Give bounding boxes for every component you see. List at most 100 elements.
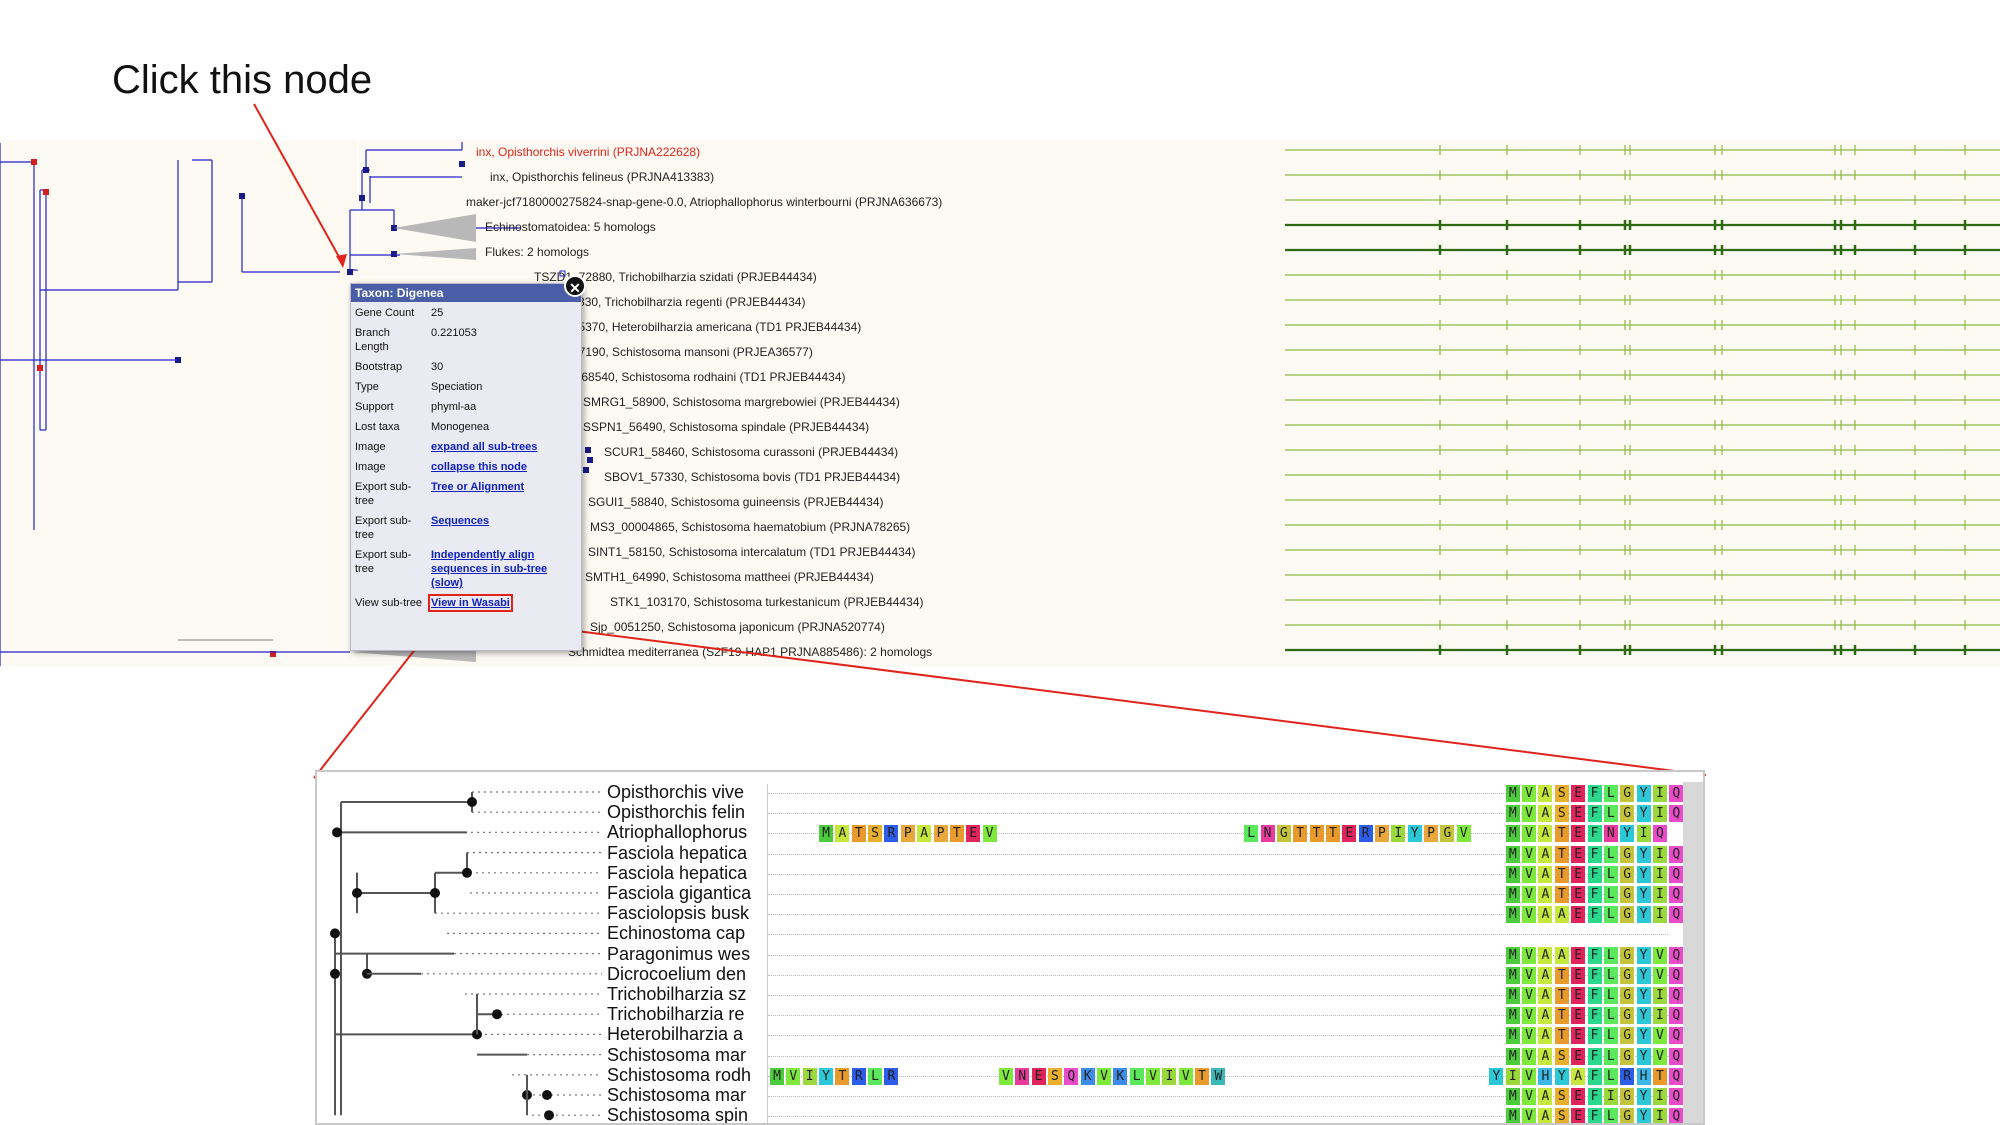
wasabi-taxon-name[interactable]: Heterobilharzia a [607,1024,744,1045]
tree-leaf-label[interactable]: Sjp_0051250, Schistosoma japonicum (PRJN… [590,620,885,634]
tree-leaf-label[interactable]: STK1_103170, Schistosoma turkestanicum (… [610,595,924,609]
tree-leaf-label[interactable]: inx, Opisthorchis viverrini (PRJNA222628… [476,145,701,159]
wasabi-residue: E [1571,845,1586,863]
tree-leaf-label[interactable]: MS3_00004865, Schistosoma haematobium (P… [590,520,911,534]
wasabi-residue: V [1522,946,1537,964]
wasabi-taxon-name[interactable]: Fasciolopsis busk [607,903,750,924]
wasabi-residue: F [1587,845,1602,863]
popup-row-label: Lost taxa [355,421,400,433]
wasabi-gap-row [768,833,1668,835]
tree-leaf-label[interactable]: SINT1_58150, Schistosoma intercalatum (T… [588,545,916,559]
popup-link[interactable]: expand all sub-trees [431,441,538,453]
close-icon[interactable]: ✕ [564,275,586,297]
collapsed-clade-label[interactable]: Echinostomatoidea: 5 homologs [485,220,656,234]
wasabi-residue: G [1620,845,1635,863]
tree-leaf-label[interactable]: inx, Opisthorchis felineus (PRJNA413383) [490,170,715,184]
wasabi-taxon-name[interactable]: Schistosoma mar [607,1044,747,1065]
wasabi-taxon-name[interactable]: Trichobilharzia re [607,1004,745,1025]
wasabi-residue: N [1015,1067,1030,1085]
tree-leaf-label[interactable]: SRDH1_68540, Schistosoma rodhaini (TD1 P… [534,370,846,384]
wasabi-residue: V [998,1067,1013,1085]
wasabi-taxon-name[interactable]: Fasciola hepatica [607,862,748,883]
wasabi-residue: M [1505,805,1520,823]
popup-link[interactable]: Independently align sequences in sub-tre… [431,549,548,589]
wasabi-residue: Y [1636,1007,1651,1025]
wasabi-residue: V [1522,845,1537,863]
wasabi-residue: E [1571,1007,1586,1025]
tree-node [583,467,589,473]
wasabi-residue: Q [1064,1067,1079,1085]
wasabi-residue: Y [1636,966,1651,984]
wasabi-residue: L [1603,805,1618,823]
wasabi-residue: I [1652,845,1667,863]
wasabi-residue: M [819,825,834,843]
wasabi-scrollbar[interactable] [1683,782,1703,1123]
wasabi-residue: V [1522,1007,1537,1025]
popup-link[interactable]: Sequences [431,515,490,527]
wasabi-node [472,1029,482,1040]
popup-link[interactable]: collapse this node [431,461,527,473]
wasabi-taxon-name[interactable]: Fasciola gigantica [607,883,752,903]
wasabi-residue: V [1522,906,1537,924]
wasabi-taxon-name[interactable]: Schistosoma rodh [607,1064,752,1085]
wasabi-residue: V [1522,865,1537,883]
tree-leaf-label[interactable]: SMRG1_58900, Schistosoma margrebowiei (P… [583,395,900,409]
wasabi-taxon-name[interactable]: Schistosoma spin [607,1105,749,1125]
popup-row-value: expand all sub-trees [431,440,577,454]
wasabi-residue: E [1571,886,1586,903]
wasabi-taxon-name[interactable]: Trichobilharzia sz [607,984,747,1004]
wasabi-residue: S [1554,1088,1569,1105]
wasabi-residue: E [1571,1108,1586,1123]
wasabi-gap-row [768,1015,1668,1017]
wasabi-residue: H [1636,1067,1651,1085]
wasabi-node [332,827,342,838]
wasabi-residue: T [1554,966,1569,984]
wasabi-node [330,968,340,979]
wasabi-residue: Y [1407,825,1422,843]
wasabi-residue: Q [1669,966,1684,984]
wasabi-taxon-name[interactable]: Paragonimus wes [607,943,751,964]
collapsed-clade-label[interactable]: Flukes: 2 homologs [485,245,590,259]
wasabi-residue: Q [1669,1108,1684,1123]
tree-leaf-label[interactable]: maker-jcf7180000275824-snap-gene-0.0, At… [466,195,943,209]
tree-leaf-label[interactable]: SBOV1_57330, Schistosoma bovis (TD1 PRJE… [604,470,901,484]
wasabi-residue: I [1652,1007,1667,1025]
view-in-wasabi-link[interactable]: View in Wasabi [428,594,513,612]
wasabi-taxon-name[interactable]: Opisthorchis felin [607,802,746,823]
tree-leaf-label[interactable]: Smp_187190, Schistosoma mansoni (PRJEA36… [534,345,813,359]
alignment-overview-panel [1285,140,2000,666]
wasabi-taxon-name[interactable]: Schistosoma mar [607,1085,747,1105]
wasabi-residue: Y [1636,805,1651,823]
tree-leaf-label[interactable]: SSPN1_56490, Schistosoma spindale (PRJEB… [583,420,870,434]
tree-leaf-label[interactable]: SCUR1_58460, Schistosoma curassoni (PRJE… [604,445,899,459]
tree-leaf-label[interactable]: SGUI1_58840, Schistosoma guineensis (PRJ… [588,495,884,509]
wasabi-residue: T [949,825,964,843]
wasabi-residue: R [851,1067,866,1085]
wasabi-taxon-name[interactable]: Echinostoma cap [607,923,746,944]
wasabi-residue: F [1587,906,1602,924]
wasabi-gap-row [768,1055,1668,1057]
wasabi-residue: M [1505,1047,1520,1065]
wasabi-taxon-name[interactable]: Fasciola hepatica [607,842,748,863]
wasabi-residue: Y [1636,1108,1651,1123]
wasabi-residue: A [1538,1108,1553,1123]
wasabi-residue: T [1195,1067,1210,1085]
wasabi-residue: Y [1636,865,1651,883]
tree-leaf-label[interactable]: TRE_80330, Trichobilharzia regenti (PRJE… [534,295,806,309]
wasabi-taxon-name[interactable]: Opisthorchis vive [607,782,745,802]
tree-leaf-label[interactable]: TAM1_75370, Heterobilharzia americana (T… [534,320,862,334]
tree-leaf-label[interactable]: SMTH1_64990, Schistosoma mattheei (PRJEB… [585,570,874,584]
wasabi-residue: Y [1636,1027,1651,1045]
popup-row-label: Image [355,461,386,473]
wasabi-residue: L [1603,1007,1618,1025]
tree-leaf-label[interactable]: TSZD1_72880, Trichobilharzia szidati (PR… [534,270,817,284]
wasabi-residue: F [1587,946,1602,964]
wasabi-taxon-name[interactable]: Dicrocoelium den [607,963,747,984]
wasabi-residue: M [1505,987,1520,1004]
wasabi-residue: F [1587,1088,1602,1105]
popup-link[interactable]: Tree or Alignment [431,481,525,493]
wasabi-residue: I [1636,825,1651,843]
collapsed-clade-label[interactable]: Schmidtea mediterranea (S2F19-HAP1 PRJNA… [568,645,933,659]
wasabi-residue: M [1505,825,1520,843]
wasabi-taxon-name[interactable]: Atriophallophorus [607,822,748,843]
